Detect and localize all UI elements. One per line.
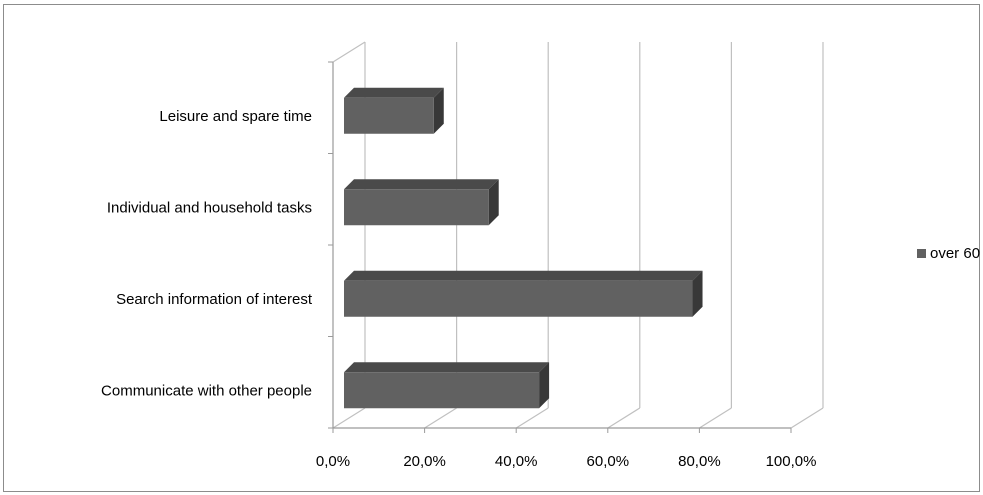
category-label: Communicate with other people — [101, 382, 312, 399]
bar-side — [433, 87, 444, 134]
floor-gridline — [332, 407, 366, 429]
bar-side — [488, 179, 499, 226]
bar — [344, 372, 540, 409]
category-label: Leisure and spare time — [159, 108, 312, 125]
floor-gridline — [699, 407, 732, 429]
legend-label: over 60 — [930, 245, 980, 262]
x-tick-label: 60,0% — [587, 453, 630, 470]
floor-gridline — [790, 407, 824, 429]
chart-border — [3, 4, 980, 492]
bar-side — [692, 270, 703, 317]
label-layer: 0,0% 20,0% 40,0% 60,0% 80,0% 100,0% Communicat… — [101, 108, 816, 470]
bar — [344, 189, 489, 226]
floor-gridline — [607, 407, 641, 429]
bar — [344, 97, 434, 134]
bar-top — [344, 270, 703, 281]
bar — [344, 280, 693, 317]
bar-side — [539, 362, 550, 409]
x-tick-label: 20,0% — [403, 453, 446, 470]
bar-top — [344, 179, 499, 190]
side-wall-edge — [332, 41, 366, 63]
category-label: Individual and household tasks — [107, 199, 312, 216]
x-tick-label: 40,0% — [495, 453, 538, 470]
x-tick-label: 100,0% — [766, 453, 817, 470]
bar-top — [344, 362, 550, 373]
grid-layer — [332, 41, 824, 429]
legend-swatch — [917, 249, 926, 258]
legend: over 60 — [917, 245, 980, 262]
x-tick-label: 0,0% — [316, 453, 350, 470]
bar-layer — [344, 87, 703, 409]
floor-gridline — [515, 407, 549, 429]
x-tick-label: 80,0% — [678, 453, 721, 470]
axis-layer — [328, 61, 792, 433]
floor-gridline — [424, 407, 457, 429]
category-label: Search information of interest — [116, 291, 313, 308]
bar-top — [344, 87, 444, 98]
